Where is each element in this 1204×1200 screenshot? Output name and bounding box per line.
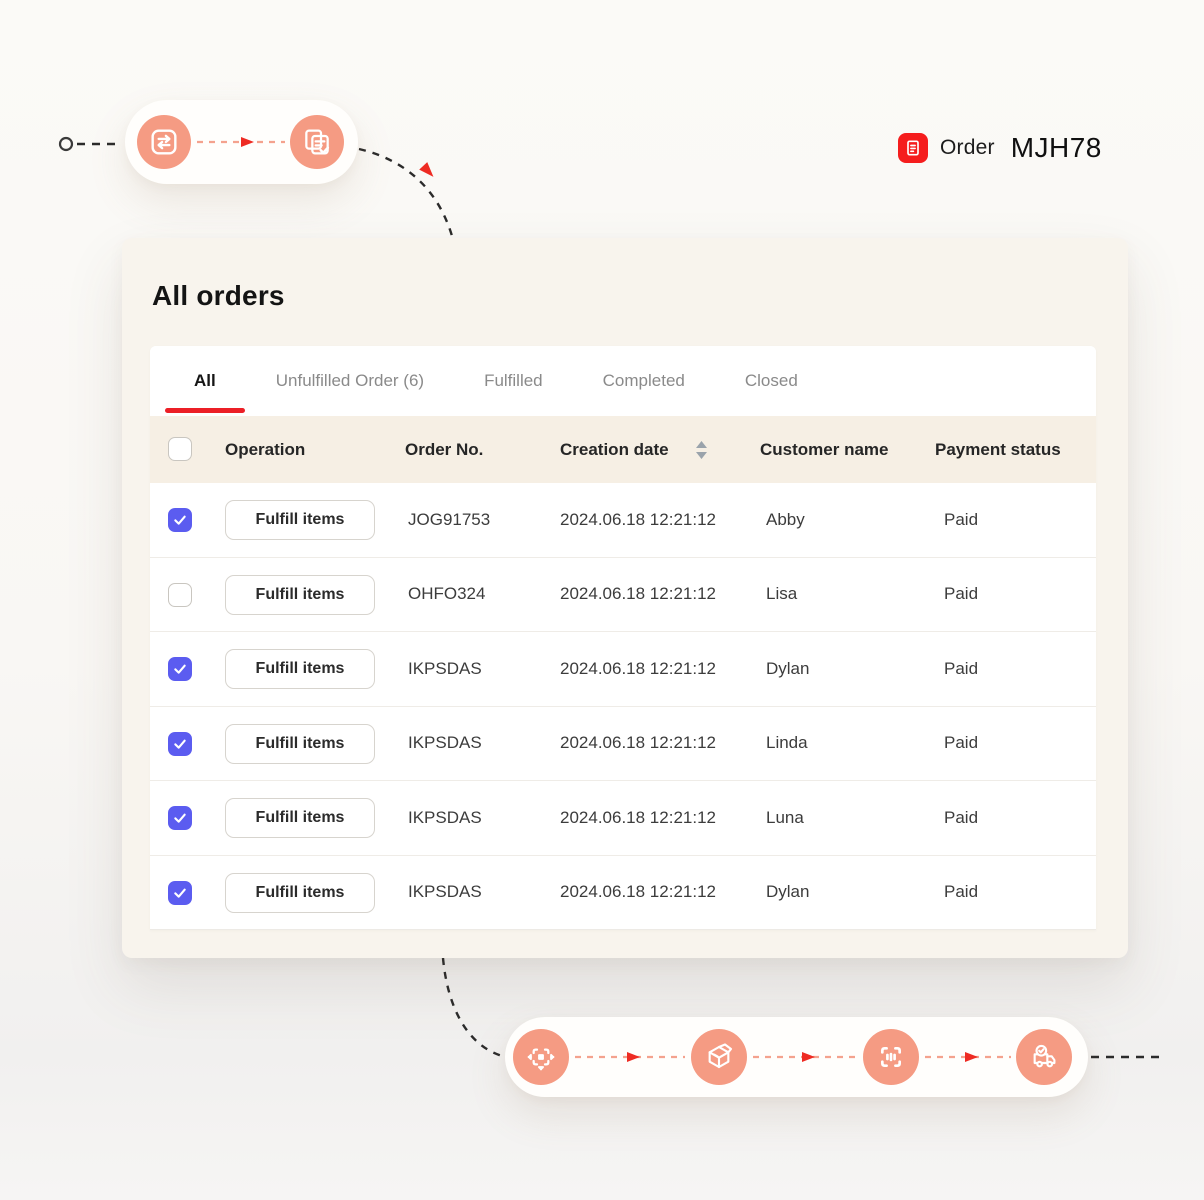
- column-header-payment-status: Payment status: [935, 439, 1061, 459]
- table-row: Fulfill items OHFO324 2024.06.18 12:21:1…: [150, 557, 1096, 632]
- column-header-order-no: Order No.: [405, 439, 484, 459]
- order-reference: Order MJH78: [898, 131, 1102, 165]
- column-header-creation-date: Creation date: [560, 439, 669, 459]
- tab-item[interactable]: Completed: [603, 346, 685, 416]
- tab-label: Closed: [744, 371, 798, 390]
- tab-item[interactable]: Unfulfilled Order (6): [276, 346, 424, 416]
- order-status-tabs: All Unfulfilled Order (6) Fulfilled Comp…: [150, 346, 1096, 416]
- cell-order-no: IKPSDAS: [408, 733, 482, 753]
- fulfill-items-button[interactable]: Fulfill items: [225, 500, 375, 540]
- sort-icon[interactable]: [695, 441, 708, 459]
- all-orders-card: All orders All Unfulfilled Order (6) Ful…: [122, 238, 1128, 958]
- row-checkbox[interactable]: [168, 880, 192, 905]
- column-header-operation: Operation: [225, 439, 306, 459]
- table-row: Fulfill items JOG91753 2024.06.18 12:21:…: [150, 483, 1096, 558]
- flow-step-scan[interactable]: [863, 1029, 919, 1085]
- cell-creation-date: 2024.06.18 12:21:12: [560, 733, 716, 753]
- row-checkbox[interactable]: [168, 508, 192, 532]
- tab-label: Fulfilled: [484, 371, 543, 390]
- table-header-row: Operation Order No. Creation date Custom…: [150, 416, 1096, 483]
- cell-payment-status: Paid: [944, 882, 979, 902]
- flow-step-dispatch[interactable]: [513, 1029, 569, 1085]
- cell-order-no: IKPSDAS: [408, 658, 482, 678]
- orders-table-panel: All Unfulfilled Order (6) Fulfilled Comp…: [150, 346, 1096, 930]
- delivery-truck-icon: [1033, 1044, 1056, 1068]
- tab-label: All: [194, 371, 216, 390]
- tab-item[interactable]: Fulfilled: [484, 346, 543, 416]
- fulfill-items-button[interactable]: Fulfill items: [225, 798, 375, 838]
- arrowhead-icon: [802, 1052, 815, 1062]
- tab-item[interactable]: Closed: [745, 346, 798, 416]
- arrowhead-icon: [627, 1052, 640, 1062]
- cell-creation-date: 2024.06.18 12:21:12: [560, 807, 716, 827]
- fulfill-items-button[interactable]: Fulfill items: [225, 723, 375, 764]
- cell-payment-status: Paid: [944, 584, 979, 604]
- cell-customer-name: Abby: [766, 509, 805, 529]
- package-icon: [708, 1043, 733, 1069]
- flow-step-pack[interactable]: [691, 1029, 747, 1085]
- fulfill-items-button[interactable]: Fulfill items: [225, 649, 375, 689]
- select-all-checkbox[interactable]: [168, 437, 192, 461]
- tab-label: Completed: [602, 371, 685, 390]
- arrowhead-icon: [241, 137, 254, 147]
- check-icon: [174, 515, 186, 525]
- fulfill-items-button[interactable]: Fulfill items: [225, 872, 375, 913]
- cell-creation-date: 2024.06.18 12:21:12: [560, 584, 716, 604]
- check-icon: [174, 813, 186, 823]
- cell-creation-date: 2024.06.18 12:21:12: [560, 509, 716, 529]
- cell-order-no: OHFO324: [408, 584, 486, 604]
- table-row: Fulfill items IKPSDAS 2024.06.18 12:21:1…: [150, 632, 1096, 707]
- cell-customer-name: Linda: [766, 733, 808, 753]
- fulfill-items-button[interactable]: Fulfill items: [225, 574, 375, 615]
- dispatch-icon: [527, 1048, 555, 1071]
- cell-customer-name: Luna: [766, 807, 804, 827]
- documents-check-icon: [305, 129, 330, 155]
- cell-order-no: IKPSDAS: [408, 807, 482, 827]
- cell-payment-status: Paid: [944, 807, 979, 827]
- arrowhead-icon: [419, 162, 434, 177]
- cell-payment-status: Paid: [944, 733, 979, 753]
- tab-label: Unfulfilled Order (6): [275, 371, 425, 390]
- tab-item[interactable]: All: [194, 346, 216, 416]
- pill-dashed-connector: [197, 137, 285, 147]
- table-body: Fulfill items JOG91753 2024.06.18 12:21:…: [150, 483, 1096, 930]
- cell-customer-name: Lisa: [766, 584, 798, 604]
- order-code: MJH78: [1010, 132, 1102, 163]
- fulfillment-flow-pill: [505, 1017, 1088, 1097]
- table-row: Fulfill items IKPSDAS 2024.06.18 12:21:1…: [150, 855, 1096, 930]
- arrowhead-icon: [965, 1052, 978, 1062]
- table-row: Fulfill items IKPSDAS 2024.06.18 12:21:1…: [150, 781, 1096, 856]
- row-checkbox[interactable]: [168, 731, 192, 756]
- cell-payment-status: Paid: [944, 509, 979, 529]
- page-title: All orders: [152, 280, 285, 311]
- check-icon: [174, 664, 186, 674]
- order-doc-icon: [898, 133, 928, 163]
- flow-start-node: [58, 136, 74, 152]
- flow-step-order-transfer[interactable]: [137, 115, 191, 169]
- cell-customer-name: Dylan: [766, 658, 810, 678]
- row-checkbox[interactable]: [168, 582, 192, 607]
- pill-dashed-connector: [575, 1052, 1011, 1062]
- order-sync-flow-pill: [125, 100, 358, 184]
- check-icon: [174, 888, 186, 898]
- row-checkbox[interactable]: [168, 657, 192, 681]
- column-header-customer-name: Customer name: [760, 439, 889, 459]
- flow-step-orders-confirmed[interactable]: [290, 115, 344, 169]
- row-checkbox[interactable]: [168, 806, 192, 830]
- cell-order-no: IKPSDAS: [408, 882, 482, 902]
- cell-payment-status: Paid: [944, 658, 979, 678]
- transfer-icon: [151, 129, 177, 155]
- cell-order-no: JOG91753: [408, 509, 491, 529]
- cell-creation-date: 2024.06.18 12:21:12: [560, 882, 716, 902]
- cell-creation-date: 2024.06.18 12:21:12: [560, 658, 716, 678]
- table-row: Fulfill items IKPSDAS 2024.06.18 12:21:1…: [150, 706, 1096, 781]
- cell-customer-name: Dylan: [766, 882, 810, 902]
- check-icon: [174, 739, 186, 749]
- barcode-scan-icon: [881, 1047, 901, 1067]
- flow-step-deliver[interactable]: [1016, 1029, 1072, 1085]
- order-label: Order: [940, 136, 995, 159]
